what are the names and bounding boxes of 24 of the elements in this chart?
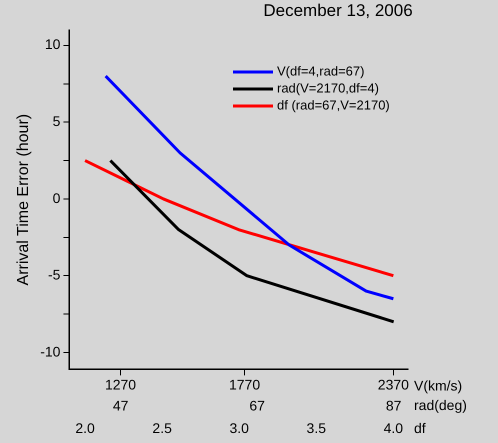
text: 3.5 [306,420,326,436]
y-axis-title: Arrival Time Error (hour) [15,114,32,286]
y-tick-label: -5 [48,266,61,283]
y-tick-label: 10 [44,36,61,52]
text: 4.0 [384,420,404,436]
x2-axis-title: rad(deg) [414,397,467,414]
x2-tick-label: 87 [386,397,402,414]
x-tick-label: 1770 [228,376,260,393]
legend-label: df (rad=67,V=2170) [277,98,390,113]
text: df [414,420,426,436]
y-tick-label: -10 [40,343,61,360]
y-tick-label: 0 [52,190,61,206]
legend-label: rad(V=2170,df=4) [277,80,379,96]
legend-label: V(df=4,rad=67) [277,64,364,79]
x2-tick-label: 67 [249,397,266,414]
x-tick-label: 1270 [104,376,136,393]
chart-title: December 13, 2006 [263,1,413,20]
y-tick-label: 5 [52,113,61,130]
text: 2.5 [152,420,172,436]
text: 2.0 [75,420,95,436]
x2-tick-label: 47 [112,397,129,414]
x-axis-title: V(km/s) [414,377,462,394]
x-tick-label: 2370 [378,376,410,393]
text: 3.0 [229,420,250,436]
